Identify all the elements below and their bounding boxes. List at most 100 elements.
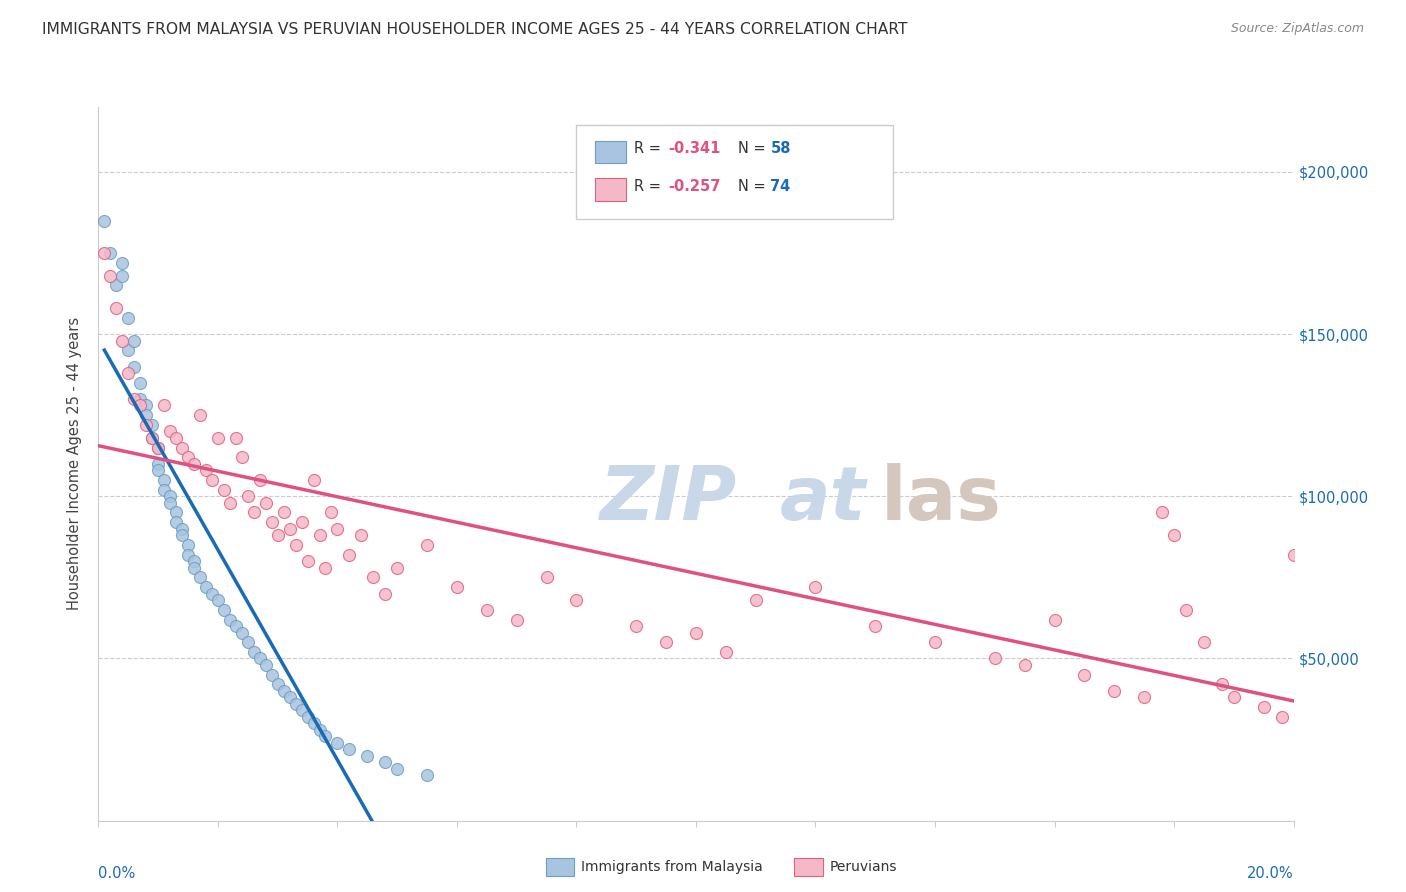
Point: [219, 613, 242, 627]
Point: [135, 408, 157, 422]
Point: [1253, 700, 1275, 714]
Point: [416, 538, 439, 552]
Point: [339, 548, 360, 562]
Point: [225, 431, 247, 445]
Point: [105, 278, 128, 293]
Point: [243, 506, 266, 520]
Point: [153, 483, 176, 497]
Point: [100, 246, 122, 260]
Point: [350, 528, 373, 542]
Point: [141, 431, 163, 445]
Text: 0.0%: 0.0%: [98, 866, 135, 881]
Point: [506, 613, 529, 627]
Point: [374, 586, 396, 600]
Text: N =: N =: [738, 142, 770, 156]
Point: [565, 593, 588, 607]
Point: [984, 651, 1007, 665]
Text: R =: R =: [634, 179, 665, 194]
Point: [278, 690, 301, 705]
Point: [416, 768, 439, 782]
Point: [165, 515, 187, 529]
Text: Peruvians: Peruvians: [830, 860, 897, 874]
Point: [207, 593, 229, 607]
Point: [148, 441, 170, 455]
Point: [172, 528, 194, 542]
Point: [249, 651, 271, 665]
Y-axis label: Householder Income Ages 25 - 44 years: Householder Income Ages 25 - 44 years: [67, 318, 83, 610]
Point: [212, 603, 235, 617]
Point: [201, 586, 224, 600]
Text: N =: N =: [738, 179, 770, 194]
Point: [804, 580, 827, 594]
Point: [339, 742, 360, 756]
Point: [124, 334, 146, 348]
Point: [284, 697, 307, 711]
Point: [135, 417, 157, 432]
Point: [243, 645, 266, 659]
Point: [93, 213, 115, 227]
Point: [1150, 506, 1173, 520]
Point: [326, 736, 349, 750]
Point: [188, 570, 211, 584]
Point: [321, 506, 343, 520]
Point: [284, 538, 307, 552]
Point: [105, 301, 128, 315]
Point: [1282, 548, 1305, 562]
Text: 20.0%: 20.0%: [1247, 866, 1294, 881]
Point: [129, 399, 152, 413]
Point: [626, 619, 648, 633]
Point: [278, 522, 301, 536]
Point: [225, 619, 247, 633]
Point: [308, 723, 330, 737]
Point: [183, 560, 205, 574]
Point: [1163, 528, 1185, 542]
Point: [745, 593, 768, 607]
Point: [267, 528, 290, 542]
Point: [385, 762, 409, 776]
Point: [148, 463, 170, 477]
Point: [297, 710, 319, 724]
Point: [201, 473, 224, 487]
Point: [1192, 635, 1215, 649]
Point: [177, 538, 200, 552]
Point: [297, 554, 319, 568]
Point: [363, 570, 385, 584]
Text: -0.341: -0.341: [668, 142, 720, 156]
Point: [302, 716, 325, 731]
Point: [195, 463, 218, 477]
Point: [212, 483, 235, 497]
Text: at: at: [779, 463, 866, 536]
Point: [177, 548, 200, 562]
Text: 58: 58: [770, 142, 792, 156]
Point: [273, 684, 295, 698]
Point: [249, 473, 271, 487]
Point: [356, 748, 378, 763]
Point: [254, 496, 277, 510]
Point: [148, 441, 170, 455]
Text: IMMIGRANTS FROM MALAYSIA VS PERUVIAN HOUSEHOLDER INCOME AGES 25 - 44 YEARS CORRE: IMMIGRANTS FROM MALAYSIA VS PERUVIAN HOU…: [42, 22, 908, 37]
Point: [714, 645, 737, 659]
Point: [159, 425, 181, 439]
Text: las: las: [882, 463, 1002, 536]
Point: [231, 450, 253, 465]
Point: [135, 399, 157, 413]
Point: [111, 334, 134, 348]
Point: [308, 528, 330, 542]
Point: [195, 580, 218, 594]
Point: [172, 522, 194, 536]
Point: [1043, 613, 1066, 627]
Point: [219, 496, 242, 510]
Point: [1014, 657, 1036, 672]
Text: Immigrants from Malaysia: Immigrants from Malaysia: [581, 860, 762, 874]
Point: [141, 431, 163, 445]
Point: [117, 343, 139, 358]
Point: [129, 392, 152, 406]
Point: [273, 506, 295, 520]
Point: [124, 392, 146, 406]
Text: ZIP: ZIP: [600, 463, 738, 536]
Point: [260, 667, 283, 681]
Point: [1271, 710, 1294, 724]
Point: [536, 570, 558, 584]
Point: [124, 359, 146, 374]
Point: [267, 677, 290, 691]
